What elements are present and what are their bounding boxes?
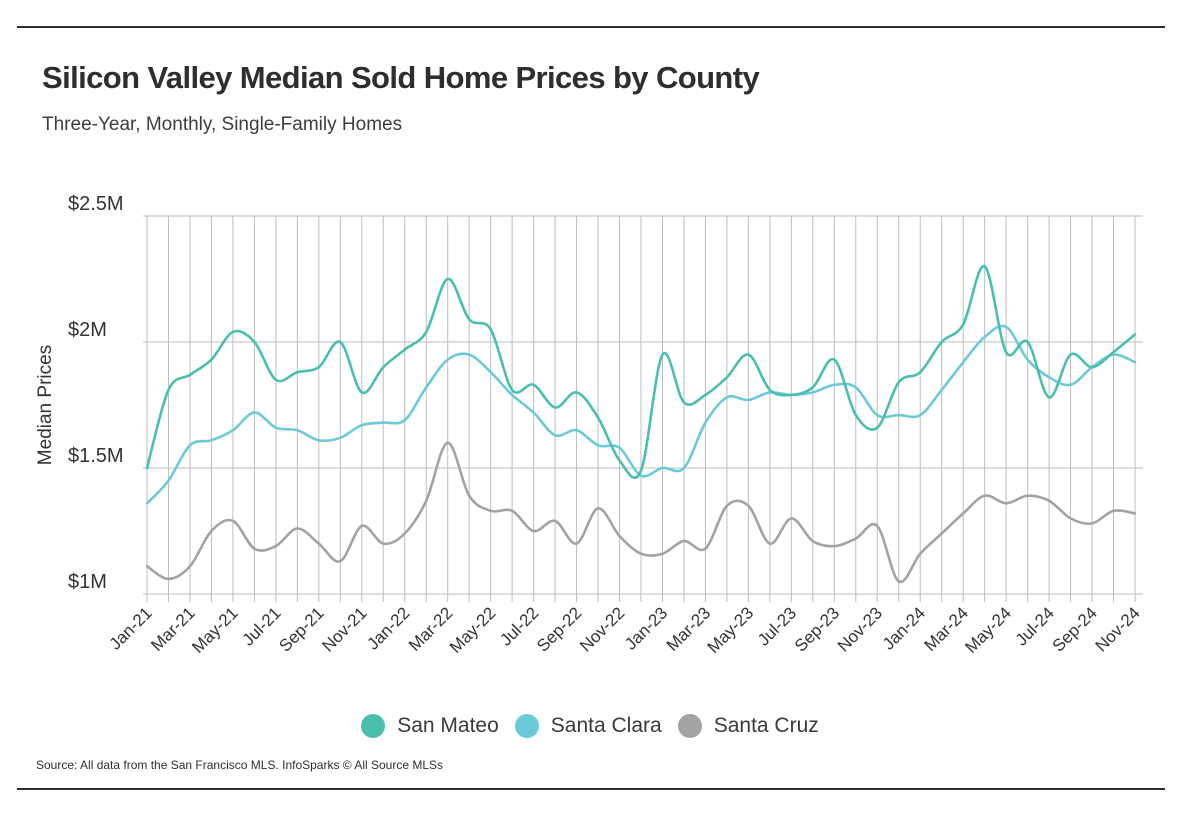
y-tick-label: $2M <box>68 319 107 341</box>
top-rule <box>17 26 1165 28</box>
series-line-san-mateo <box>145 265 1137 479</box>
source-note: Source: All data from the San Francisco … <box>36 758 444 772</box>
legend-item-santa-cruz: Santa Cruz <box>677 714 819 738</box>
legend-label: San Mateo <box>397 714 499 737</box>
y-tick-label: $1.5M <box>68 445 124 467</box>
legend-item-san-mateo: San Mateo <box>361 714 499 738</box>
x-tick-label: Jan-21 <box>106 603 156 653</box>
legend: San Mateo Santa Clara Santa Cruz <box>0 714 1180 738</box>
legend-label: Santa Cruz <box>713 714 819 737</box>
x-tick-label: May-24 <box>961 603 1015 657</box>
legend-label: Santa Clara <box>550 714 662 737</box>
x-tick-label: Sep-21 <box>275 603 327 655</box>
x-tick-label: Jan-22 <box>363 603 413 653</box>
x-tick-label: Sep-22 <box>533 603 585 655</box>
x-tick-label: May-22 <box>446 603 500 657</box>
x-tick-label: Nov-22 <box>576 603 628 655</box>
legend-swatch <box>361 714 386 738</box>
series-line-santa-cruz <box>145 441 1137 584</box>
x-tick-label: Nov-24 <box>1092 603 1144 655</box>
legend-swatch <box>514 714 539 738</box>
y-tick-label: $1M <box>68 571 107 593</box>
chart-title: Silicon Valley Median Sold Home Prices b… <box>42 60 760 95</box>
legend-item-santa-clara: Santa Clara <box>514 714 662 738</box>
x-tick-label: Sep-23 <box>791 603 843 655</box>
series-line-santa-clara <box>145 324 1137 505</box>
legend-swatch <box>677 714 702 738</box>
x-tick-label: Nov-23 <box>834 603 886 655</box>
x-tick-label: May-21 <box>188 603 242 657</box>
x-tick-label: Nov-21 <box>318 603 370 655</box>
y-axis-title: Median Prices <box>35 345 56 465</box>
chart-subtitle: Three-Year, Monthly, Single-Family Homes <box>42 114 403 135</box>
bottom-rule <box>17 788 1165 790</box>
y-tick-label: $2.5M <box>68 193 124 215</box>
x-tick-label: Sep-24 <box>1049 603 1101 655</box>
x-tick-label: Jan-24 <box>879 603 929 653</box>
x-tick-label: Jan-23 <box>621 603 671 653</box>
x-tick-label: May-23 <box>704 603 758 657</box>
